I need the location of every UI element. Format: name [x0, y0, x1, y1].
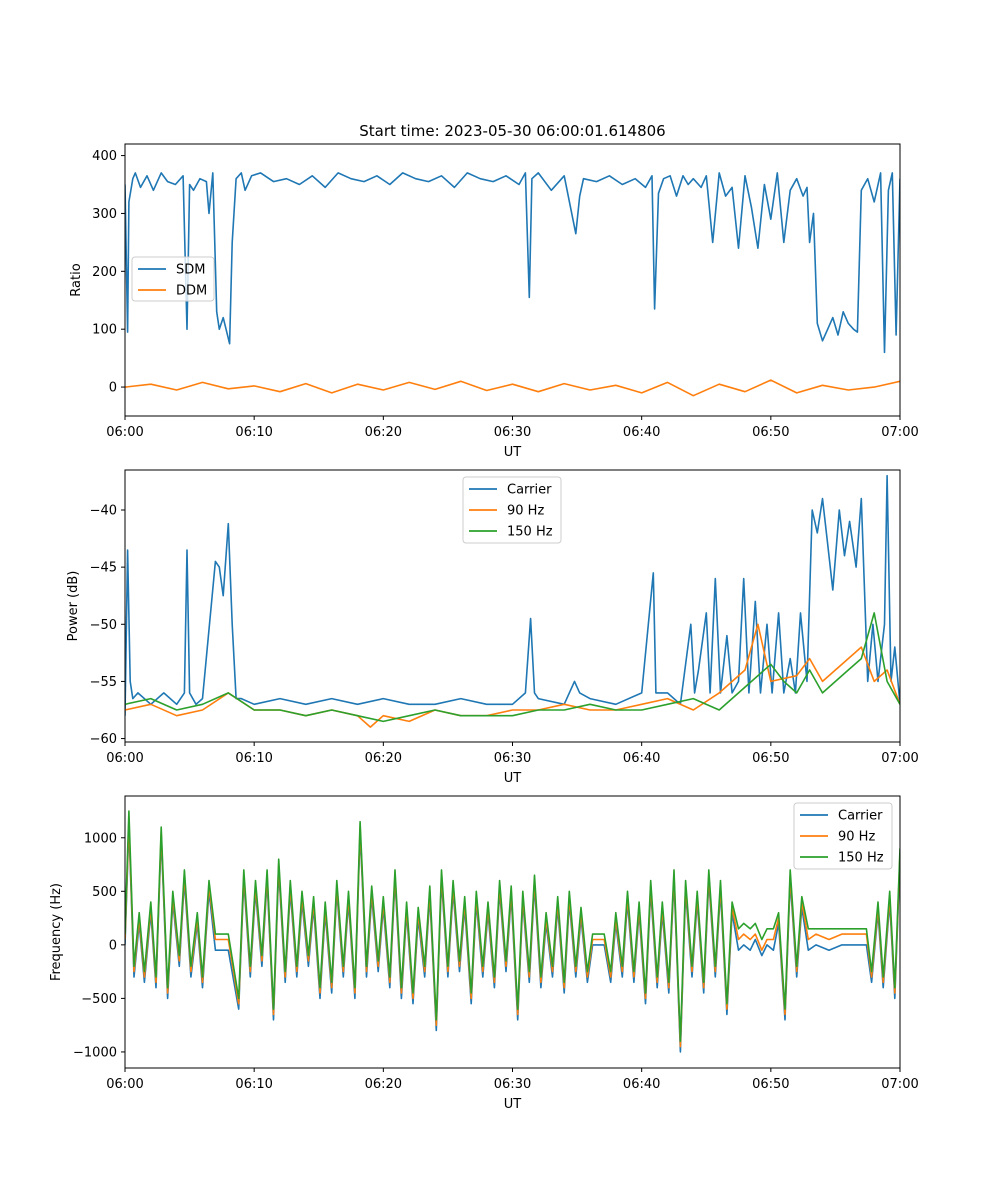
legend-label: DDM: [176, 284, 207, 299]
x-tick-label: 07:00: [881, 751, 918, 766]
series-line-150-hz: [125, 612, 900, 723]
legend-label: 90 Hz: [507, 504, 544, 519]
y-tick-label: −50: [90, 618, 117, 633]
y-tick-label: 0: [109, 381, 117, 396]
y-tick-label: −45: [90, 561, 117, 576]
y-tick-label: 200: [92, 265, 117, 280]
y-tick-label: −40: [90, 504, 117, 519]
legend-box: [793, 802, 893, 870]
y-tick-label: 1000: [84, 831, 117, 846]
legend-label: Carrier: [507, 483, 552, 498]
y-tick-label: 500: [92, 885, 117, 900]
x-tick-label: 06:00: [106, 425, 143, 440]
x-tick-label: 06:40: [623, 1077, 660, 1092]
panel-3: 06:00 06:10 06:20 06:30 06:40 06:50 07:00 −1000…: [49, 795, 919, 1112]
y-axis-label: Power (dB): [66, 571, 81, 642]
x-tick-label: 06:10: [235, 1077, 272, 1092]
x-tick-label: 06:20: [365, 1077, 402, 1092]
series-line-150-hz: [125, 810, 900, 1042]
x-axis-label: UT: [504, 445, 522, 460]
x-tick-label: 06:30: [494, 425, 531, 440]
panel-1: 06:00 06:10 06:20 06:30 06:40 06:50 07:00 0 100 2…: [69, 143, 919, 460]
series-line-carrier: [125, 474, 900, 716]
y-tick-label: −60: [90, 732, 117, 747]
x-tick-label: 06:10: [235, 751, 272, 766]
chart-title: Start time: 2023-05-30 06:00:01.614806: [359, 122, 665, 140]
x-tick-label: 06:40: [623, 751, 660, 766]
legend-box: [462, 476, 562, 544]
x-tick-label: 06:20: [365, 425, 402, 440]
x-tick-label: 07:00: [881, 1077, 918, 1092]
legend-label: 150 Hz: [838, 851, 884, 866]
legend-label: SDM: [176, 263, 205, 278]
legend-label: 90 Hz: [838, 830, 875, 845]
legend-label: Carrier: [838, 809, 883, 824]
x-tick-label: 06:20: [365, 751, 402, 766]
x-tick-label: 06:50: [752, 751, 789, 766]
panel-2: 06:00 06:10 06:20 06:30 06:40 06:50 07:00 −60 −5…: [66, 469, 919, 786]
y-axis-label: Ratio: [69, 263, 84, 296]
x-tick-label: 06:30: [494, 1077, 531, 1092]
x-tick-label: 06:10: [235, 425, 272, 440]
y-tick-label: −1000: [73, 1045, 117, 1060]
x-tick-label: 06:00: [106, 1077, 143, 1092]
x-tick-label: 06:30: [494, 751, 531, 766]
x-tick-label: 06:00: [106, 751, 143, 766]
x-axis-label: UT: [504, 1097, 522, 1112]
x-tick-label: 06:50: [752, 425, 789, 440]
plot-frame: [124, 143, 901, 417]
y-tick-label: −500: [81, 992, 117, 1007]
series-line-ddm: [125, 379, 900, 397]
legend-label: 150 Hz: [507, 525, 553, 540]
y-tick-label: 300: [92, 207, 117, 222]
y-tick-label: 100: [92, 323, 117, 338]
y-tick-label: 400: [92, 149, 117, 164]
y-axis-label: Frequency (Hz): [49, 883, 64, 981]
y-tick-label: 0: [109, 938, 117, 953]
x-tick-label: 06:40: [623, 425, 660, 440]
series-line-sdm: [125, 172, 900, 354]
series-line-90-hz: [125, 623, 900, 728]
x-axis-label: UT: [504, 771, 522, 786]
y-tick-label: −55: [90, 675, 117, 690]
x-tick-label: 07:00: [881, 425, 918, 440]
x-tick-label: 06:50: [752, 1077, 789, 1092]
